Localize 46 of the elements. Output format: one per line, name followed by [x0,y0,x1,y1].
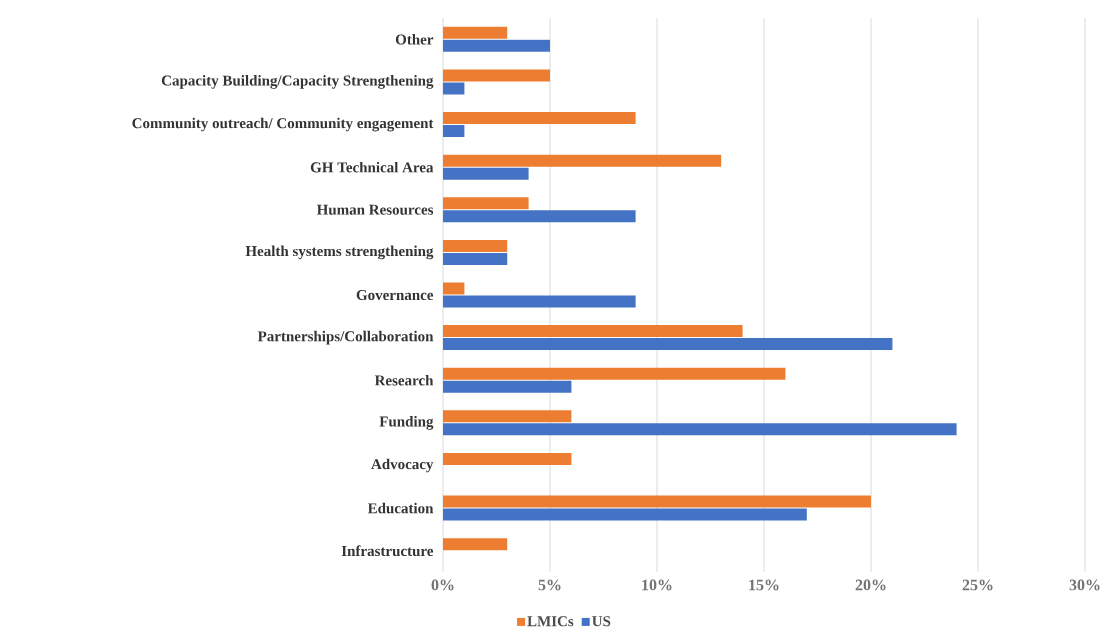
bar [443,508,807,521]
x-tick-label: 25% [962,579,993,591]
bar [443,69,550,82]
y-tick-label: Governance [356,289,434,301]
bar [443,167,529,180]
bar [443,495,872,508]
x-tick-label: 15% [749,579,779,591]
bar [443,210,636,223]
legend-label: LMICs [527,616,574,627]
bar [443,239,508,252]
y-tick-label: Human Resources [316,204,434,215]
bar [443,423,957,436]
bar [443,154,722,167]
bar [443,410,572,423]
y-tick-label: Funding [379,416,434,430]
bar [443,82,465,95]
bar [443,26,508,39]
bar [443,125,465,138]
bar [443,112,636,125]
bar [443,367,786,380]
x-tick-label: 5% [538,579,561,591]
bar [443,325,743,338]
y-tick-label: Health systems strengthening [245,245,434,260]
bar [443,39,550,52]
bar [443,380,572,393]
bar [443,452,572,465]
bar [443,282,465,295]
y-tick-label: Infrastructure [341,545,434,557]
y-tick-label: Education [367,502,434,514]
x-tick-label: 0% [431,579,454,591]
y-tick-label: Capacity Building/Capacity Strengthening [161,75,434,89]
bar [443,252,508,265]
bar [443,538,508,551]
x-tick-label: 20% [855,579,886,591]
bar [443,197,529,210]
bar [443,338,893,351]
y-tick-label: Advocacy [371,458,434,473]
y-tick-label: Other [395,34,434,45]
y-tick-label: Community outreach/ Community engagement [132,117,434,132]
y-tick-label: GH Technical Area [310,161,434,173]
x-tick-label: 30% [1069,579,1100,591]
y-tick-label: Partnerships/Collaboration [257,330,434,345]
x-tick-label: 10% [642,579,672,591]
legend-label: US [592,616,611,627]
y-tick-label: Research [374,374,434,386]
bar [443,295,636,308]
